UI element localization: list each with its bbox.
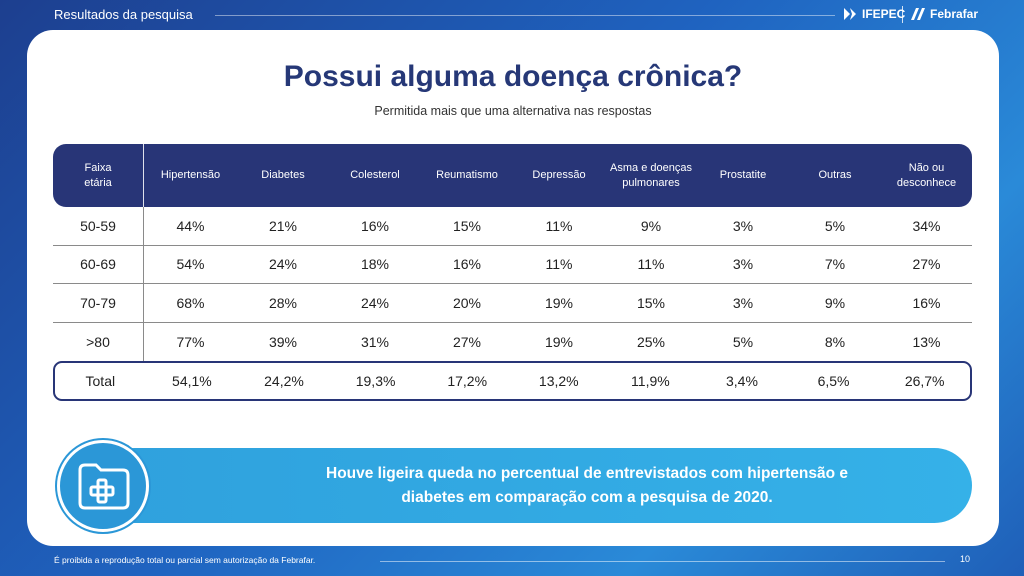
febrafar-logo: Febrafar <box>910 6 978 22</box>
age-range-cell: >80 <box>53 322 144 361</box>
logo-divider <box>902 6 903 23</box>
table-cell: 34% <box>912 217 941 234</box>
table-cell: 54% <box>176 256 205 273</box>
table-cell: 15% <box>636 294 666 311</box>
header-divider <box>215 15 835 16</box>
table-cell: 3% <box>732 294 754 311</box>
copyright-notice: É proibida a reprodução total ou parcial… <box>54 555 316 565</box>
age-range-cell: 50-59 <box>53 207 144 245</box>
ifepec-logo: IFEPEC <box>842 6 905 22</box>
table-cell: 9% <box>824 294 846 311</box>
table-cell: 7% <box>824 256 846 273</box>
table-cell: 11% <box>545 256 573 273</box>
table-row: 70-79 68% 28% 24% 20% 19% 15% 3% 9% 16% <box>53 284 972 323</box>
table-cell: 77% <box>176 333 205 350</box>
total-cell: 54,1% <box>172 373 212 389</box>
table-cell: 13% <box>912 333 941 350</box>
header-age-range: Faixa etária <box>53 144 144 207</box>
total-cell: 11,9% <box>631 373 670 389</box>
ifepec-logo-icon <box>844 8 856 20</box>
table-cell: 44% <box>176 217 205 234</box>
slide-title: Possui alguma doença crônica? <box>283 60 743 93</box>
table-row: >80 77% 39% 31% 27% 19% 25% 5% 8% 13% <box>53 322 972 361</box>
insight-text: Houve ligeira queda no percentual de ent… <box>217 462 957 510</box>
table-cell: 9% <box>640 217 662 234</box>
table-row: 50-59 44% 21% 16% 15% 11% 9% 3% 5% 34% <box>53 207 972 246</box>
table-cell: 18% <box>360 256 390 273</box>
table-cell: 68% <box>176 294 205 311</box>
slide-subtitle: Permitida mais que uma alternativa nas r… <box>374 104 652 118</box>
age-range-cell: 70-79 <box>53 284 144 322</box>
age-range-cell: 60-69 <box>53 245 144 283</box>
medical-folder-icon <box>78 463 130 510</box>
content-card: Possui alguma doença crônica? Permitida … <box>27 30 999 546</box>
table-cell: 19% <box>544 333 574 350</box>
insight-line-2: diabetes em comparação com a pesquisa de… <box>401 489 773 506</box>
header-rheumatism: Reumatismo <box>436 169 498 181</box>
table-cell: 24% <box>360 294 390 311</box>
table-cell: 11% <box>545 217 573 234</box>
table-cell: 31% <box>360 333 390 350</box>
table-cell: 19% <box>544 294 574 311</box>
header-depression: Depressão <box>532 169 586 181</box>
total-cell: 24,2% <box>264 373 304 389</box>
header-hypertension: Hipertensão <box>160 169 221 181</box>
top-bar: Resultados da pesquisa IFEPEC Febrafar <box>0 0 1024 30</box>
medical-folder-badge <box>57 440 149 532</box>
table-cell: 15% <box>452 217 482 234</box>
table-cell: 27% <box>452 333 482 350</box>
total-label: Total <box>85 373 116 389</box>
febrafar-logo-icon <box>911 8 925 20</box>
table-cell: 16% <box>360 217 390 234</box>
header-asthma: Asma e doenças pulmonares <box>610 161 692 189</box>
table-cell: 20% <box>452 294 482 311</box>
header-cholesterol: Colesterol <box>350 169 400 181</box>
febrafar-logo-label: Febrafar <box>930 7 979 21</box>
header-none: Não ou desconhece <box>896 161 957 189</box>
insight-line-1: Houve ligeira queda no percentual de ent… <box>326 465 848 482</box>
table-cell: 16% <box>452 256 482 273</box>
table-header: Faixa etária Hipertensão Diabetes Colest… <box>53 144 972 207</box>
table-cell: 11% <box>637 256 665 273</box>
table-cell: 39% <box>268 333 298 350</box>
total-cell: 19,3% <box>355 373 396 389</box>
table-cell: 8% <box>824 333 846 350</box>
table-cell: 21% <box>268 217 298 234</box>
total-cell: 26,7% <box>904 373 945 389</box>
total-cell: 13,2% <box>538 373 579 389</box>
table-cell: 28% <box>268 294 298 311</box>
insight-banner: Houve ligeira queda no percentual de ent… <box>97 448 972 523</box>
footer-divider <box>380 561 945 562</box>
table-cell: 25% <box>636 333 666 350</box>
total-row: Total 54,1% 24,2% 19,3% 17,2% 13,2% 11,9… <box>53 361 972 401</box>
page-number: 10 <box>960 554 971 564</box>
total-cell: 6,5% <box>817 373 850 389</box>
table-cell: 3% <box>732 256 754 273</box>
table-cell: 24% <box>268 256 298 273</box>
ifepec-logo-label: IFEPEC <box>862 7 906 21</box>
total-cell: 17,2% <box>447 373 488 389</box>
header-diabetes: Diabetes <box>261 169 305 181</box>
table-cell: 5% <box>732 333 754 350</box>
table-row: 60-69 54% 24% 18% 16% 11% 11% 3% 7% 27% <box>53 245 972 284</box>
header-other: Outras <box>818 169 852 181</box>
table-cell: 3% <box>732 217 754 234</box>
header-prostatitis: Prostatite <box>719 169 767 181</box>
table-cell: 5% <box>824 217 846 234</box>
chronic-disease-table: Faixa etária Hipertensão Diabetes Colest… <box>53 144 972 401</box>
table-cell: 27% <box>912 256 941 273</box>
table-cell: 16% <box>912 294 941 311</box>
total-cell: 3,4% <box>726 373 758 389</box>
section-title: Resultados da pesquisa <box>54 7 193 22</box>
